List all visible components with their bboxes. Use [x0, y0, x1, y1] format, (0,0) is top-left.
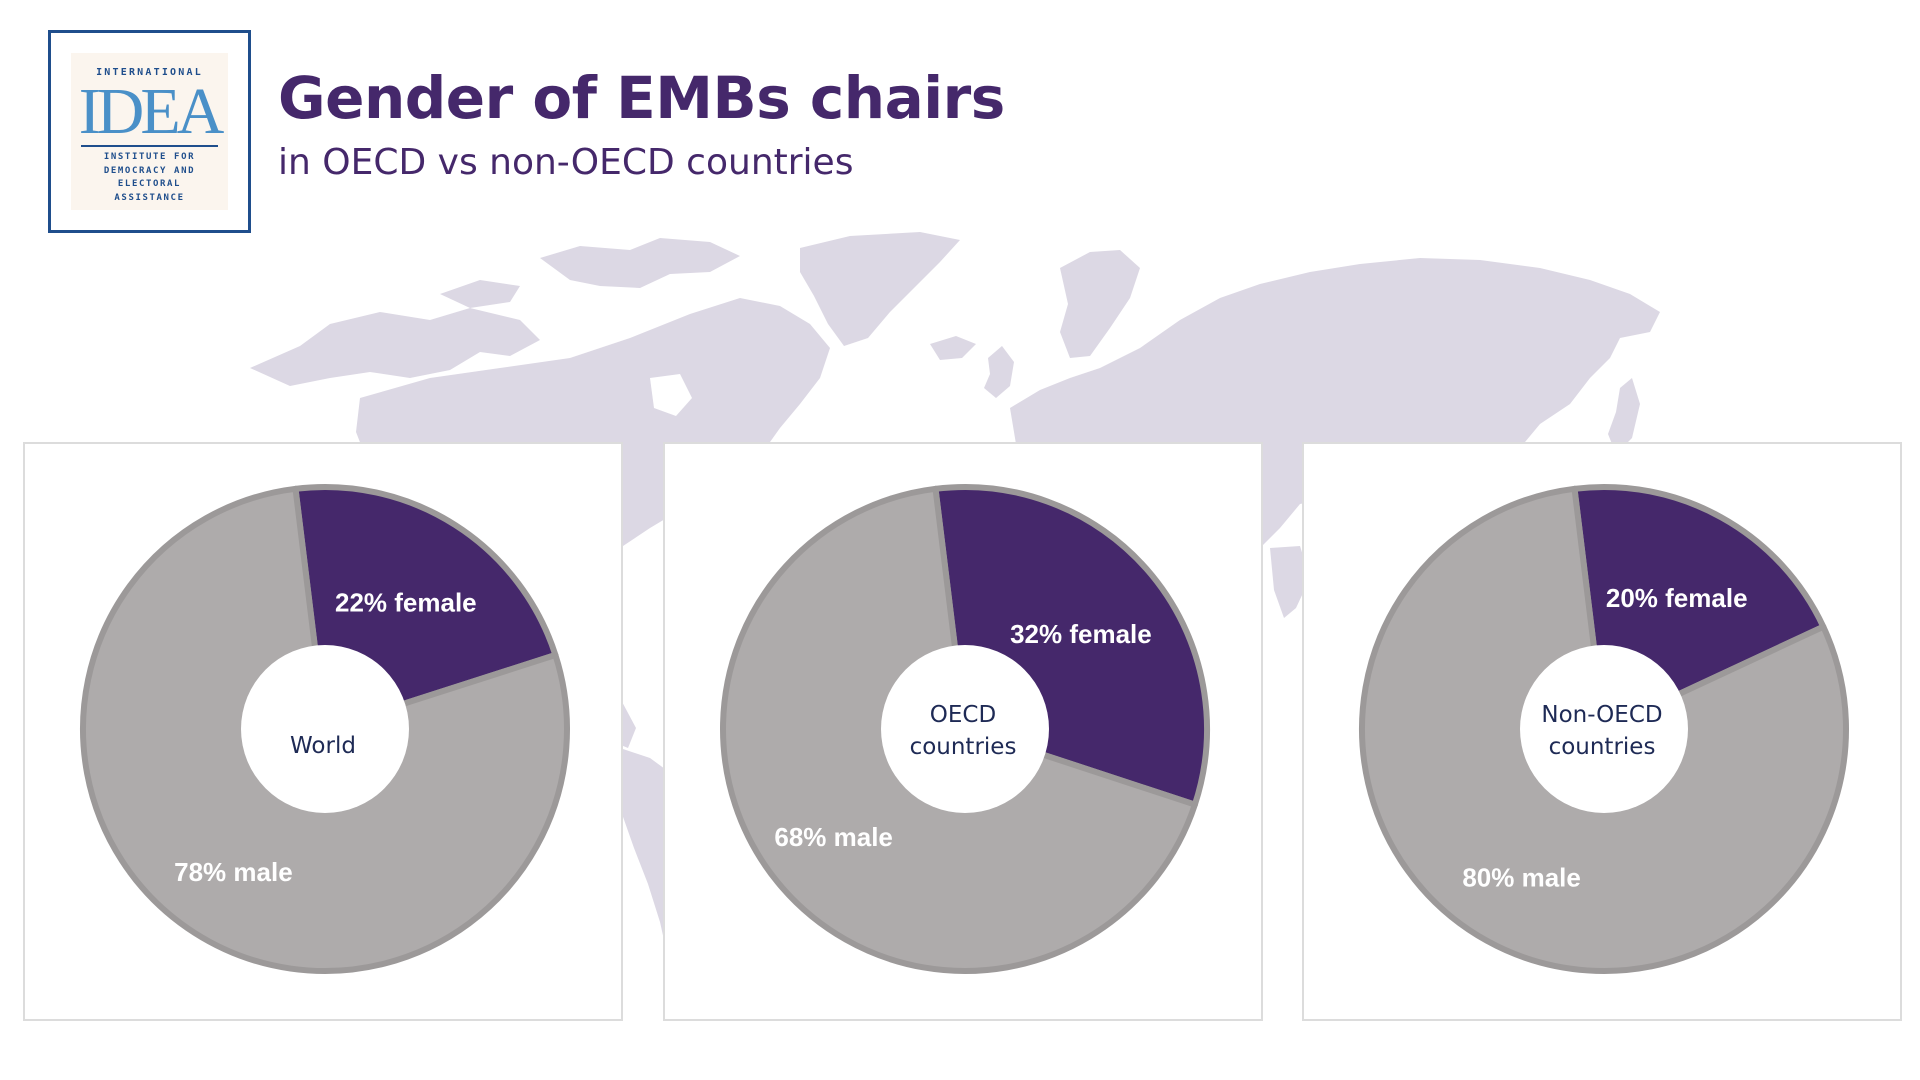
- pie-chart-oecd: 32% female 68% male: [720, 484, 1210, 974]
- slice-label-male: 80% male: [1462, 863, 1581, 893]
- logo-mark: IDEA: [78, 75, 225, 148]
- donut-hole: [1520, 645, 1688, 813]
- idea-logo: INTERNATIONAL IDEA INSTITUTE FOR DEMOCRA…: [48, 30, 251, 233]
- chart-panel-oecd: 32% female 68% male OECD countries: [663, 442, 1263, 1021]
- chart-panel-world: 22% female 78% male World: [23, 442, 623, 1021]
- logo-inner: INTERNATIONAL IDEA INSTITUTE FOR DEMOCRA…: [71, 53, 228, 210]
- logo-sub-text: INSTITUTE FOR DEMOCRACY AND ELECTORAL AS…: [103, 152, 196, 203]
- page-title: Gender of EMBs chairs: [278, 64, 1005, 132]
- slice-label-female: 32% female: [1010, 619, 1152, 649]
- page-subtitle: in OECD vs non-OECD countries: [278, 142, 854, 183]
- slice-label-female: 22% female: [335, 588, 477, 618]
- center-label-oecd: OECD countries: [909, 702, 1017, 760]
- logo-top-text: INTERNATIONAL: [96, 67, 203, 78]
- pie-chart-world: 22% female 78% male: [80, 484, 570, 974]
- center-label-non-oecd: Non-OECD countries: [1541, 702, 1663, 760]
- chart-panel-non-oecd: 20% female 80% male Non-OECD countries: [1302, 442, 1902, 1021]
- slice-label-male: 78% male: [174, 857, 293, 887]
- pie-chart-non-oecd: 20% female 80% male: [1359, 484, 1849, 974]
- donut-hole: [241, 645, 409, 813]
- slice-label-male: 68% male: [774, 822, 893, 852]
- center-label-world: World: [290, 733, 356, 759]
- logo-divider: [81, 145, 218, 147]
- slice-label-female: 20% female: [1606, 583, 1748, 613]
- donut-hole: [881, 645, 1049, 813]
